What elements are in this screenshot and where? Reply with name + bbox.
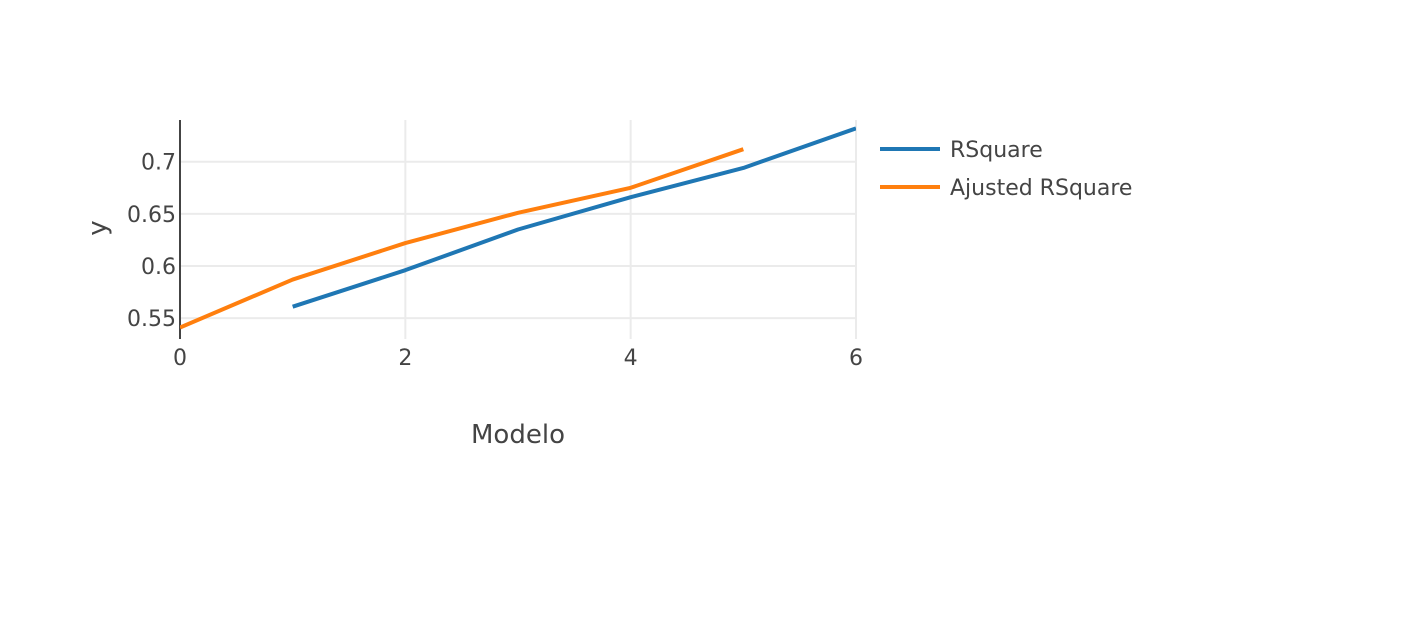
legend[interactable]: RSquare Ajusted RSquare <box>880 138 1132 201</box>
y-axis-title: y <box>83 220 113 235</box>
x-tick-label: 2 <box>398 346 412 371</box>
legend-label: Ajusted RSquare <box>950 176 1132 201</box>
y-tick-label: 0.65 <box>127 203 176 228</box>
y-tick-label: 0.6 <box>141 255 176 280</box>
series-line-ajusted-rsquare <box>180 147 744 330</box>
x-axis-title: Modelo <box>471 420 565 450</box>
y-tick-labels: 0.55 0.6 0.65 0.7 <box>127 151 176 332</box>
legend-label: RSquare <box>950 138 1043 163</box>
x-tick-labels: 0 2 4 6 <box>173 346 863 371</box>
y-tick-label: 0.55 <box>127 307 176 332</box>
y-tick-label: 0.7 <box>141 151 176 176</box>
series-line-rsquare <box>292 126 856 309</box>
x-tick-label: 6 <box>849 346 863 371</box>
series-lines <box>180 126 856 330</box>
x-tick-label: 4 <box>624 346 638 371</box>
legend-item[interactable]: Ajusted RSquare <box>880 176 1132 201</box>
x-tick-label: 0 <box>173 346 187 371</box>
legend-item[interactable]: RSquare <box>880 138 1043 163</box>
